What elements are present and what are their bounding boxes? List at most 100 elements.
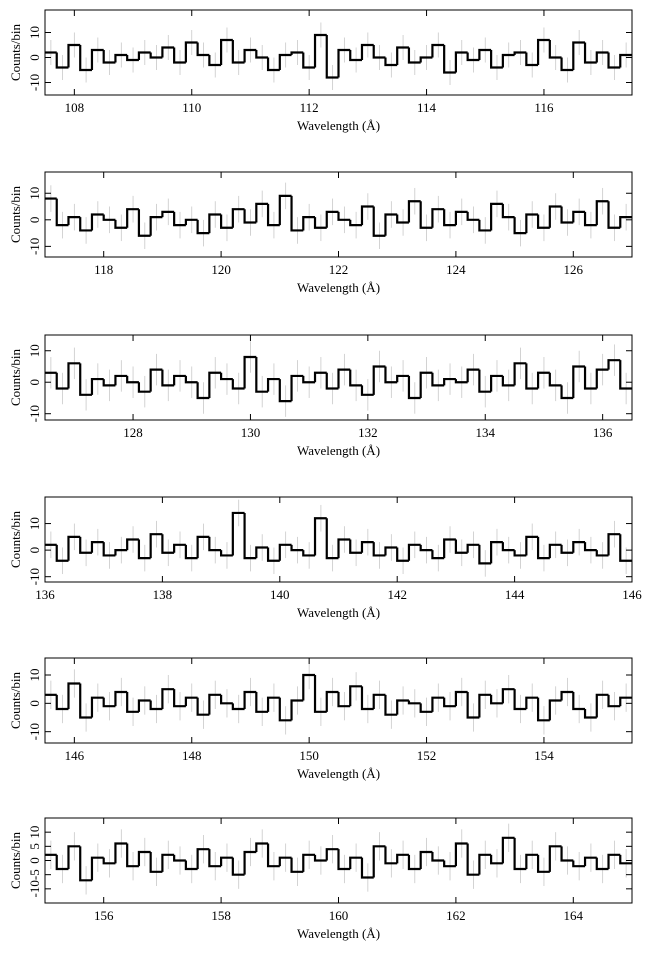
- histogram-step: [337, 849, 351, 871]
- histogram-step: [419, 56, 433, 63]
- histogram-step: [102, 542, 116, 557]
- histogram-step: [525, 535, 539, 556]
- histogram-step: [466, 368, 480, 383]
- histogram-step: [595, 368, 609, 389]
- histogram-step: [137, 850, 151, 867]
- histogram-step: [290, 544, 304, 552]
- histogram-step: [560, 846, 574, 862]
- histogram-step: [490, 374, 503, 392]
- histogram-step: [161, 369, 175, 387]
- histogram-step: [255, 546, 269, 559]
- histogram-step: [478, 853, 492, 875]
- y-axis-label: Counts/bin: [8, 23, 23, 81]
- plot-area: [45, 660, 632, 735]
- histogram-step: [266, 547, 280, 562]
- histogram-step: [536, 536, 550, 560]
- histogram-step: [431, 550, 445, 560]
- histogram-step: [325, 690, 339, 712]
- histogram-step: [313, 217, 327, 229]
- histogram-step: [184, 41, 198, 63]
- x-tick-label: 122: [329, 262, 349, 277]
- histogram-step: [255, 357, 269, 393]
- histogram-step: [149, 700, 163, 711]
- histogram-step: [490, 541, 503, 564]
- histogram-step: [243, 690, 257, 709]
- histogram-step: [349, 685, 362, 707]
- histogram-step: [173, 374, 186, 386]
- y-tick-label: -10: [27, 405, 42, 422]
- histogram-step: [208, 371, 222, 398]
- histogram-step: [231, 703, 245, 711]
- histogram-step: [454, 842, 468, 867]
- x-tick-label: 146: [622, 587, 642, 602]
- x-axis-label: Wavelength (Å): [297, 443, 380, 458]
- panel: 128 130 132 134 136 -10 0 10 Wavelength (Å) Count…: [8, 334, 633, 458]
- plot-frame: [44, 496, 633, 583]
- histogram-step: [161, 210, 175, 218]
- histogram-step: [337, 211, 351, 221]
- x-tick-label: 130: [241, 425, 261, 440]
- histogram-step: [325, 210, 339, 228]
- histogram-step: [161, 688, 175, 709]
- histogram-step: [90, 856, 104, 881]
- histogram-step: [114, 549, 128, 556]
- histogram-step: [548, 543, 562, 559]
- histogram-step: [595, 51, 609, 63]
- histogram-step: [55, 694, 69, 711]
- histogram-step: [278, 856, 292, 867]
- y-axis-label: Counts/bin: [8, 831, 23, 889]
- histogram-step: [572, 41, 586, 70]
- histogram-step: [196, 42, 210, 57]
- histogram-step: [560, 57, 574, 72]
- histogram-step: [278, 53, 292, 70]
- x-tick-label: 142: [387, 587, 407, 602]
- histogram-step: [79, 846, 92, 882]
- histogram-step: [302, 216, 316, 231]
- histogram-step: [102, 214, 116, 221]
- histogram-step: [407, 200, 421, 223]
- histogram-step: [443, 538, 456, 559]
- histogram-step: [313, 854, 327, 862]
- histogram-step: [79, 363, 92, 396]
- x-tick-label: 112: [300, 100, 319, 115]
- histogram-step: [595, 200, 609, 226]
- histogram-step: [313, 371, 327, 383]
- histogram-step: [583, 856, 597, 867]
- histogram-step: [490, 694, 503, 705]
- histogram-step: [560, 385, 574, 400]
- histogram-step: [220, 856, 233, 867]
- panel: 118 120 122 124 126 -10 0 10 Wavelength (Å) Count…: [8, 171, 633, 295]
- histogram-step: [478, 48, 492, 60]
- x-tick-label: 140: [270, 587, 290, 602]
- histogram-step: [443, 45, 456, 74]
- histogram-step: [454, 51, 468, 73]
- histogram-step: [208, 536, 222, 552]
- histogram-step: [255, 202, 269, 223]
- histogram-step: [360, 857, 374, 879]
- histogram-step: [184, 218, 198, 226]
- histogram-step: [266, 57, 280, 72]
- x-tick-label: 138: [153, 587, 173, 602]
- histogram-step: [478, 219, 492, 232]
- histogram-step: [337, 48, 351, 78]
- histogram-step: [149, 852, 163, 873]
- histogram-step: [572, 860, 586, 868]
- histogram-step: [443, 697, 456, 708]
- histogram-step: [619, 534, 632, 562]
- histogram-step: [583, 709, 597, 719]
- histogram-step: [501, 688, 515, 704]
- histogram-step: [419, 371, 433, 398]
- histogram-step: [384, 366, 398, 384]
- histogram-step: [454, 690, 468, 707]
- histogram-step: [90, 377, 104, 395]
- y-tick-label: 10: [27, 344, 42, 357]
- y-tick-label: 10: [27, 826, 42, 839]
- histogram-step: [372, 845, 386, 878]
- y-tick-label: 0: [27, 217, 42, 224]
- histogram-step: [607, 52, 621, 69]
- y-tick-label: 0: [27, 857, 42, 864]
- plot-area: [45, 341, 632, 417]
- histogram-step: [137, 699, 151, 712]
- x-tick-label: 120: [211, 262, 231, 277]
- histogram-step: [208, 693, 222, 715]
